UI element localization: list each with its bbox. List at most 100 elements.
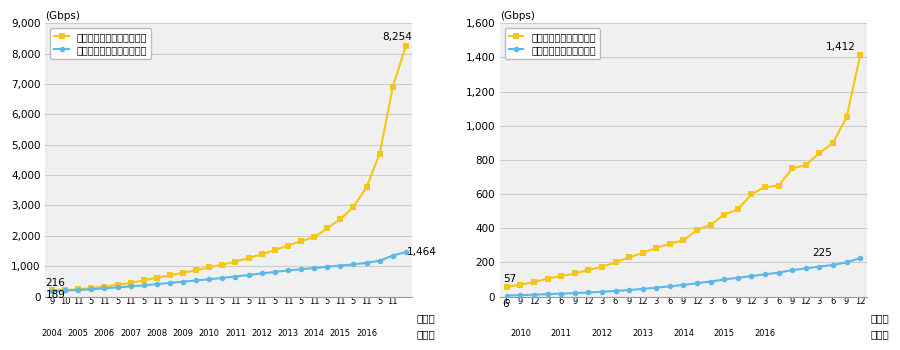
アップロードトラヒック [651,286,661,290]
総アップロードトラヒック [335,264,346,268]
総ダウンロードトラヒック [73,287,84,292]
総アップロードトラヒック [86,287,96,291]
総ダウンロードトラヒック [47,288,58,292]
アップロードトラヒック [760,272,770,276]
Text: 2012: 2012 [251,329,272,338]
Line: ダウンロードトラヒック: ダウンロードトラヒック [504,52,863,289]
Legend: 総ダウンロードトラヒック, 総アップロードトラヒック: 総ダウンロードトラヒック, 総アップロードトラヒック [50,28,151,59]
Text: （月）: （月） [870,313,889,323]
アップロードトラヒック [664,284,675,288]
総ダウンロードトラヒック [283,244,293,248]
アップロードトラヒック [733,276,743,280]
総アップロードトラヒック [374,259,385,263]
ダウンロードトラヒック [814,151,824,155]
アップロードトラヒック [678,283,688,287]
アップロードトラヒック [528,293,539,297]
総アップロードトラヒック [348,262,359,266]
総アップロードトラヒック [165,281,176,285]
総アップロードトラヒック [361,261,372,265]
Text: 2012: 2012 [591,329,613,338]
Line: 総アップロードトラヒック: 総アップロードトラヒック [50,249,409,294]
アップロードトラヒック [706,279,716,284]
アップロードトラヒック [624,288,634,292]
Line: 総ダウンロードトラヒック: 総ダウンロードトラヒック [50,43,409,293]
ダウンロードトラヒック [746,192,757,196]
アップロードトラヒック [570,291,580,295]
Text: 2010: 2010 [199,329,220,338]
アップロードトラヒック [855,256,866,260]
ダウンロードトラヒック [760,185,770,189]
総アップロードトラヒック [204,277,215,281]
Text: 2015: 2015 [714,329,734,338]
Legend: ダウンロードトラヒック, アップロードトラヒック: ダウンロードトラヒック, アップロードトラヒック [505,28,599,59]
ダウンロードトラヒック [624,255,634,259]
総ダウンロードトラヒック [387,85,398,89]
ダウンロードトラヒック [542,276,553,281]
総アップロードトラヒック [125,284,136,288]
ダウンロードトラヒック [692,228,703,232]
アップロードトラヒック [597,290,608,294]
ダウンロードトラヒック [664,241,675,246]
総ダウンロードトラヒック [256,252,267,257]
アップロードトラヒック [515,293,526,297]
総アップロードトラヒック [400,250,411,254]
Text: 8,254: 8,254 [382,33,412,42]
ダウンロードトラヒック [528,280,539,284]
Text: 2009: 2009 [173,329,194,338]
総アップロードトラヒック [151,282,162,286]
総ダウンロードトラヒック [295,239,306,243]
総ダウンロードトラヒック [112,283,123,287]
総アップロードトラヒック [112,285,123,289]
ダウンロードトラヒック [501,285,512,289]
Text: 1,464: 1,464 [407,247,437,257]
総アップロードトラヒック [309,266,320,270]
Text: 216: 216 [46,278,66,288]
ダウンロードトラヒック [773,183,784,188]
Text: （年）: （年） [870,329,889,340]
アップロードトラヒック [828,263,839,267]
Text: 2016: 2016 [754,329,776,338]
総アップロードトラヒック [283,268,293,273]
ダウンロードトラヒック [787,166,797,170]
総ダウンロードトラヒック [165,273,176,278]
総ダウンロードトラヒック [191,268,202,272]
ダウンロードトラヒック [855,53,866,57]
ダウンロードトラヒック [583,268,594,272]
総アップロードトラヒック [269,270,280,274]
総アップロードトラヒック [243,273,254,277]
ダウンロードトラヒック [570,271,580,275]
Text: 2015: 2015 [329,329,351,338]
Line: アップロードトラヒック: アップロードトラヒック [504,256,863,298]
総ダウンロードトラヒック [230,260,241,264]
総ダウンロードトラヒック [139,278,149,282]
アップロードトラヒック [800,266,811,271]
総アップロードトラヒック [99,286,110,290]
Text: 2016: 2016 [356,329,377,338]
総アップロードトラヒック [322,265,333,269]
Text: 2011: 2011 [551,329,572,338]
総アップロードトラヒック [177,280,188,284]
アップロードトラヒック [583,290,594,295]
総ダウンロードトラヒック [243,256,254,260]
アップロードトラヒック [719,277,730,281]
総ダウンロードトラヒック [269,248,280,252]
ダウンロードトラヒック [556,274,567,278]
総ダウンロードトラヒック [348,205,359,209]
ダウンロードトラヒック [678,238,688,242]
総アップロードトラヒック [217,276,228,280]
総アップロードトラヒック [139,283,149,287]
総ダウンロードトラヒック [322,226,333,230]
Text: （年）: （年） [416,329,435,340]
Text: 2005: 2005 [68,329,89,338]
総ダウンロードトラヒック [177,271,188,275]
Text: 2013: 2013 [277,329,299,338]
Text: 57: 57 [503,274,516,284]
Text: 2011: 2011 [225,329,246,338]
Text: 2010: 2010 [510,329,531,338]
アップロードトラヒック [746,274,757,278]
アップロードトラヒック [501,293,512,298]
総アップロードトラヒック [191,278,202,282]
総アップロードトラヒック [47,289,58,293]
アップロードトラヒック [637,287,648,291]
アップロードトラヒック [692,281,703,285]
